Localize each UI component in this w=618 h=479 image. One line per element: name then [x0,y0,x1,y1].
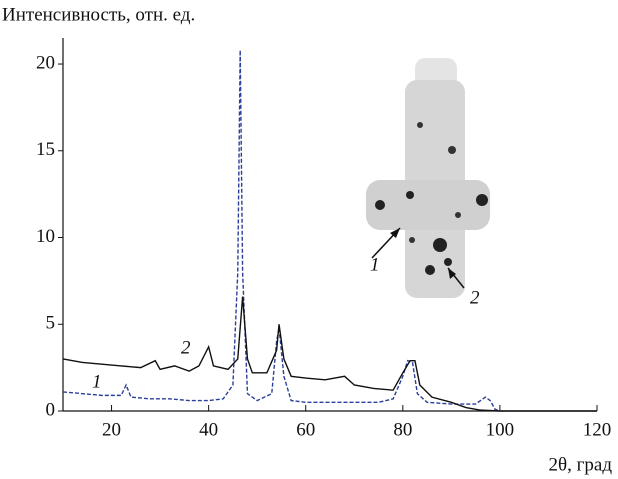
y-tick-label: 0 [46,399,56,420]
x-tick-label: 120 [583,419,612,440]
line [62,296,597,412]
x-tick-label: 100 [486,419,515,440]
x-axis-label: 2θ, град [549,454,613,475]
y-tick-label: 5 [46,313,56,334]
y-tick-label: 20 [36,52,55,73]
inset-image [366,58,490,298]
annotation: 1 [92,371,102,392]
annotation: 2 [181,337,191,358]
annotation: 1 [370,254,380,275]
x-tick-label: 40 [199,419,218,440]
x-tick-label: 60 [296,419,315,440]
x-tick-label: 80 [393,419,412,440]
y-tick-label: 15 [36,139,55,160]
annotation: 2 [470,287,480,308]
y-tick-label: 10 [36,226,55,247]
line [62,50,501,412]
y-axis-label: Интенсивность, отн. ед. [2,4,195,25]
x-tick-label: 20 [102,419,121,440]
